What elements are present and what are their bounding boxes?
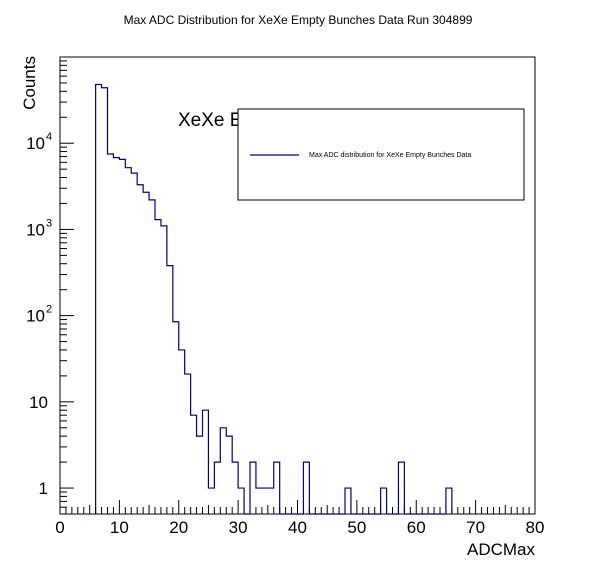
y-tick-label: 10 xyxy=(29,393,48,412)
x-tick-label: 30 xyxy=(229,518,248,537)
x-tick-label: 80 xyxy=(526,518,545,537)
y-axis-label: Counts xyxy=(20,56,39,110)
legend-entry-label: Max ADC distribution for XeXe Empty Bunc… xyxy=(309,152,471,159)
x-axis-label: ADCMax xyxy=(467,540,536,559)
chart-title: Max ADC Distribution for XeXe Empty Bunc… xyxy=(124,13,473,27)
y-tick-label: 1 xyxy=(39,479,48,498)
x-tick-label: 50 xyxy=(347,518,366,537)
x-tick-label: 10 xyxy=(110,518,129,537)
x-tick-label: 70 xyxy=(466,518,485,537)
x-tick-label: 0 xyxy=(55,518,64,537)
y-tick-label: 10 xyxy=(26,307,45,326)
y-tick-exponent: 4 xyxy=(46,131,52,143)
x-tick-label: 40 xyxy=(288,518,307,537)
y-tick-label: 10 xyxy=(26,220,45,239)
y-tick-label: 10 xyxy=(26,134,45,153)
x-tick-label: 60 xyxy=(407,518,426,537)
x-tick-label: 20 xyxy=(169,518,188,537)
legend: Max ADC distribution for XeXe Empty Bunc… xyxy=(237,108,525,201)
y-tick-exponent: 3 xyxy=(46,217,52,229)
histogram-series-line xyxy=(95,83,453,515)
y-tick-exponent: 2 xyxy=(46,304,52,316)
x-axis: 0 10 20 30 40 50 60 70 80 xyxy=(55,500,544,537)
